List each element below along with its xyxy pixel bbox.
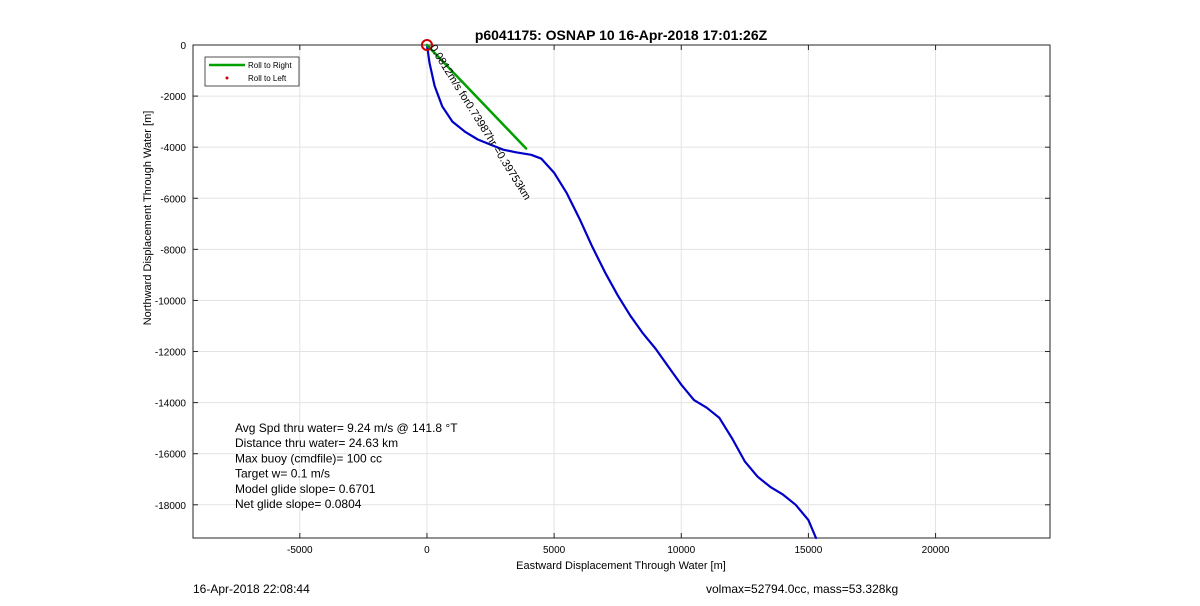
y-tick-label: -6000 bbox=[160, 194, 186, 205]
y-tick-label: -2000 bbox=[160, 92, 186, 103]
legend-dot-swatch bbox=[225, 76, 229, 80]
stats-line: Model glide slope= 0.6701 bbox=[235, 482, 376, 496]
y-tick-label: -14000 bbox=[155, 399, 187, 410]
annotation-layer: 0.0812m/s for0.73987hr =0.39753km bbox=[427, 43, 533, 203]
stats-line: Max buoy (cmdfile)= 100 cc bbox=[235, 451, 382, 465]
y-tick-label: -4000 bbox=[160, 143, 186, 154]
footer-volmax-mass: volmax=52794.0cc, mass=53.328kg bbox=[706, 582, 899, 596]
x-tick-label: 0 bbox=[424, 545, 430, 556]
x-tick-label: 15000 bbox=[795, 545, 823, 556]
stats-line: Distance thru water= 24.63 km bbox=[235, 436, 398, 450]
stats-line: Net glide slope= 0.0804 bbox=[235, 497, 362, 511]
x-tick-label: 10000 bbox=[667, 545, 695, 556]
legend-label: Roll to Right bbox=[248, 61, 292, 70]
series-layer bbox=[420, 39, 818, 540]
stats-line: Avg Spd thru water= 9.24 m/s @ 141.8 °T bbox=[235, 421, 458, 435]
stats-text: Avg Spd thru water= 9.24 m/s @ 141.8 °TD… bbox=[235, 421, 458, 511]
stats-line: Target w= 0.1 m/s bbox=[235, 467, 330, 481]
x-tick-label: 20000 bbox=[922, 545, 950, 556]
x-axis-label: Eastward Displacement Through Water [m] bbox=[516, 560, 726, 572]
y-tick-label: -18000 bbox=[155, 501, 187, 512]
y-tick-label: -16000 bbox=[155, 450, 187, 461]
chart-title: p6041175: OSNAP 10 16-Apr-2018 17:01:26Z bbox=[475, 27, 768, 43]
roll-right-line bbox=[425, 43, 528, 150]
x-tick-label: 5000 bbox=[543, 545, 566, 556]
x-tick-label: -5000 bbox=[287, 545, 313, 556]
axes: -5000 0 5000 10000 15000 20000 0 -2000 -4000 -600… bbox=[155, 41, 1051, 556]
segment-annotation: 0.0812m/s for0.73987hr =0.39753km bbox=[427, 43, 533, 203]
y-tick-label: -8000 bbox=[160, 245, 186, 256]
footer-timestamp: 16-Apr-2018 22:08:44 bbox=[193, 582, 310, 596]
grid-lines bbox=[193, 44, 1050, 538]
legend-box bbox=[204, 56, 300, 87]
y-tick-label: -12000 bbox=[155, 348, 187, 359]
legend: Roll to Right Roll to Left bbox=[204, 56, 300, 87]
plot-frame bbox=[192, 44, 1051, 539]
y-tick-label: 0 bbox=[180, 41, 186, 52]
track-line bbox=[425, 43, 818, 540]
y-tick-label: -10000 bbox=[155, 296, 187, 307]
y-axis-label: Northward Displacement Through Water [m] bbox=[142, 111, 154, 326]
legend-label: Roll to Left bbox=[248, 74, 287, 83]
start-marker bbox=[420, 39, 433, 51]
